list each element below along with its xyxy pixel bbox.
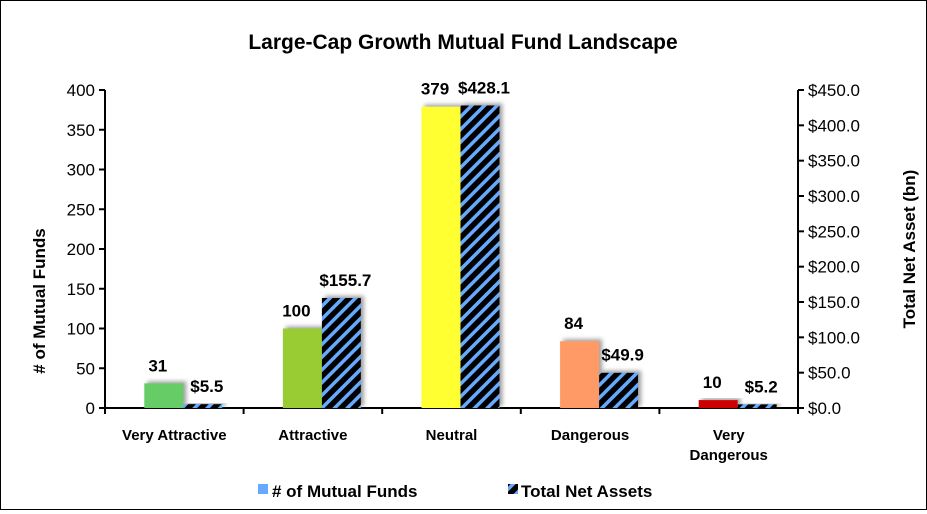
y2-tick-label: $350.0 (808, 152, 860, 171)
y-tick-label: 150 (67, 280, 95, 299)
bar-mutual-funds (421, 106, 461, 408)
x-tick-label: Neutral (426, 427, 478, 444)
data-label-total-net-assets: $5.5 (190, 377, 223, 396)
bar-total-net-assets (599, 372, 639, 408)
y2-tick-label: $150.0 (808, 293, 860, 312)
data-label-total-net-assets: $428.1 (458, 78, 510, 97)
data-label-mutual-funds: 379 (421, 80, 449, 99)
bar-mutual-funds (698, 400, 738, 408)
bar-total-net-assets (321, 297, 361, 408)
y-tick-label: 0 (86, 399, 95, 418)
legend-swatch-funds (258, 484, 268, 494)
bar-total-net-assets (460, 105, 500, 408)
bar-mutual-funds (144, 383, 184, 408)
y2-tick-label: $0.0 (808, 399, 841, 418)
legend-label-funds: # of Mutual Funds (272, 482, 417, 501)
y2-tick-label: $100.0 (808, 328, 860, 347)
x-tick-label: Attractive (278, 427, 347, 444)
bar-total-net-assets (183, 404, 223, 408)
data-label-total-net-assets: $5.2 (745, 377, 778, 396)
y-tick-label: 250 (67, 200, 95, 219)
x-tick-label: Dangerous (551, 427, 629, 444)
x-tick-label: Very (713, 427, 745, 444)
y-tick-label: 100 (67, 320, 95, 339)
data-label-total-net-assets: $155.7 (319, 271, 371, 290)
data-label-mutual-funds: 100 (282, 302, 310, 321)
bar-mutual-funds (282, 328, 322, 408)
legend: # of Mutual Funds Total Net Assets (258, 482, 652, 501)
y2-tick-label: $50.0 (808, 364, 851, 383)
legend-swatch-assets (508, 484, 518, 494)
chart-title: Large-Cap Growth Mutual Fund Landscape (248, 31, 677, 54)
y2-tick-label: $450.0 (808, 81, 860, 100)
bar-mutual-funds (560, 341, 600, 408)
y2-tick-label: $250.0 (808, 222, 860, 241)
y2-tick-label: $200.0 (808, 258, 860, 277)
y2-tick-label: $300.0 (808, 187, 860, 206)
legend-label-assets: Total Net Assets (521, 482, 652, 501)
y-tick-label: 50 (76, 359, 95, 378)
x-tick-label: Dangerous (690, 447, 768, 464)
y-tick-label: 300 (67, 161, 95, 180)
data-label-total-net-assets: $49.9 (601, 346, 644, 365)
data-label-mutual-funds: 31 (148, 356, 167, 375)
y2-axis-label: Total Net Asset (bn) (900, 170, 919, 329)
data-label-mutual-funds: 10 (703, 373, 722, 392)
y-tick-label: 200 (67, 240, 95, 259)
y-tick-label: 350 (67, 121, 95, 140)
y2-tick-label: $400.0 (808, 116, 860, 135)
bar-total-net-assets (737, 404, 777, 408)
y-tick-label: 400 (67, 81, 95, 100)
data-label-mutual-funds: 84 (564, 314, 583, 333)
y-axis-label: # of Mutual Funds (30, 228, 49, 373)
x-tick-label: Very Attractive (122, 427, 227, 444)
